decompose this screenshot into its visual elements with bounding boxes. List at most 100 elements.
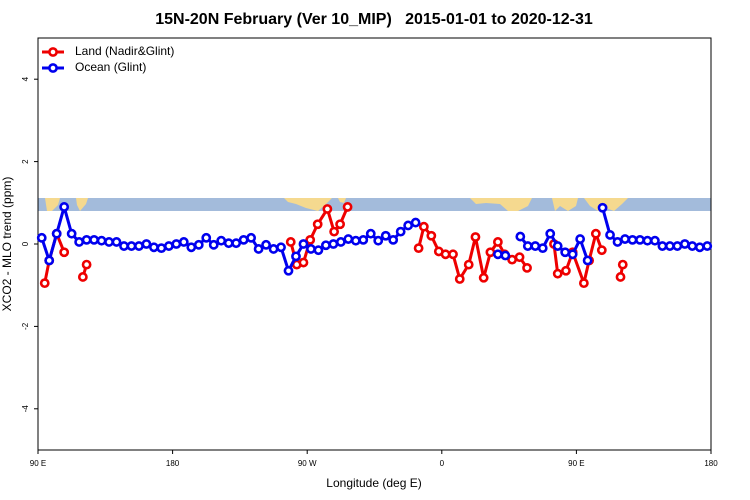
- data-point: [642, 235, 653, 246]
- data-point: [448, 249, 458, 260]
- data-point: [36, 232, 47, 243]
- data-point: [305, 234, 316, 245]
- data-point: [163, 241, 174, 251]
- data-point: [59, 202, 70, 212]
- data-point: [51, 228, 62, 239]
- data-point: [560, 247, 571, 258]
- x-axis-label: Longitude (deg E): [326, 476, 421, 490]
- data-point: [454, 274, 465, 284]
- data-point: [492, 237, 503, 247]
- x-tick-label: 180: [166, 459, 180, 468]
- data-point: [119, 241, 129, 251]
- data-point: [575, 234, 586, 244]
- data-point: [679, 239, 690, 249]
- land-patch: [284, 198, 332, 211]
- data-point: [306, 244, 316, 254]
- data-point: [223, 238, 234, 249]
- data-point: [44, 255, 55, 266]
- data-point: [418, 221, 429, 232]
- y-tick-label: 0: [21, 241, 30, 246]
- data-point: [635, 234, 645, 245]
- data-point: [313, 245, 324, 256]
- data-point: [500, 250, 511, 261]
- data-point: [687, 241, 698, 251]
- data-point: [395, 226, 406, 237]
- y-tick-label: 4: [21, 76, 30, 81]
- data-point: [322, 204, 333, 214]
- x-tick-label: 0: [440, 459, 445, 468]
- y-tick-label: -4: [21, 405, 30, 413]
- data-point: [522, 262, 532, 273]
- data-point: [650, 235, 660, 246]
- data-point: [373, 235, 384, 246]
- data-point: [208, 239, 219, 250]
- data-point: [253, 244, 264, 254]
- data-point: [403, 220, 414, 231]
- data-point: [193, 239, 204, 250]
- data-point: [66, 228, 77, 239]
- legend-label: Ocean (Glint): [75, 60, 146, 74]
- data-point: [329, 226, 340, 237]
- legend-label: Land (Nadir&Glint): [75, 44, 174, 58]
- data-point: [620, 234, 630, 244]
- data-point: [578, 278, 589, 289]
- data-point: [156, 243, 167, 254]
- data-point: [617, 259, 628, 270]
- data-point: [410, 217, 421, 228]
- data-point: [77, 272, 88, 282]
- data-point: [561, 265, 571, 276]
- data-point: [515, 231, 526, 242]
- data-point: [388, 234, 399, 245]
- data-point: [380, 230, 391, 241]
- data-point: [478, 272, 489, 283]
- data-point: [149, 242, 159, 253]
- data-point: [470, 232, 481, 242]
- data-point: [365, 228, 376, 239]
- data-point: [552, 268, 563, 279]
- data-point: [335, 219, 346, 230]
- data-point: [413, 243, 424, 254]
- data-point: [657, 241, 668, 251]
- data-point: [463, 259, 474, 270]
- data-point: [582, 255, 593, 266]
- data-point: [312, 219, 323, 230]
- land-patch: [338, 198, 346, 203]
- data-point: [186, 242, 197, 253]
- x-tick-label: 90 E: [30, 459, 46, 468]
- data-point: [350, 235, 361, 246]
- x-tick-label: 180: [704, 459, 718, 468]
- data-point: [514, 252, 525, 263]
- data-point: [664, 241, 675, 251]
- data-point: [530, 241, 541, 251]
- y-tick-label: -2: [21, 322, 30, 330]
- data-point: [111, 237, 122, 247]
- land-patch: [470, 198, 532, 211]
- data-point: [283, 265, 294, 276]
- legend-marker: [48, 47, 58, 57]
- data-point: [590, 228, 601, 239]
- x-tick-label: 90 W: [298, 459, 317, 468]
- data-point: [276, 242, 286, 253]
- data-point: [268, 244, 279, 254]
- data-point: [342, 202, 353, 212]
- data-point: [567, 249, 578, 260]
- data-point: [672, 241, 683, 251]
- data-point: [694, 242, 705, 253]
- data-point: [335, 237, 346, 247]
- data-point: [285, 237, 296, 247]
- data-point: [627, 234, 638, 245]
- data-point: [39, 278, 50, 289]
- data-point: [597, 202, 608, 213]
- data-point: [298, 239, 309, 249]
- data-point: [298, 257, 309, 268]
- land-patch: [552, 198, 578, 211]
- data-point: [81, 259, 92, 270]
- data-point: [615, 272, 626, 282]
- data-point: [545, 228, 556, 239]
- data-point: [96, 235, 107, 246]
- data-point: [104, 237, 114, 247]
- land-patch: [45, 198, 60, 211]
